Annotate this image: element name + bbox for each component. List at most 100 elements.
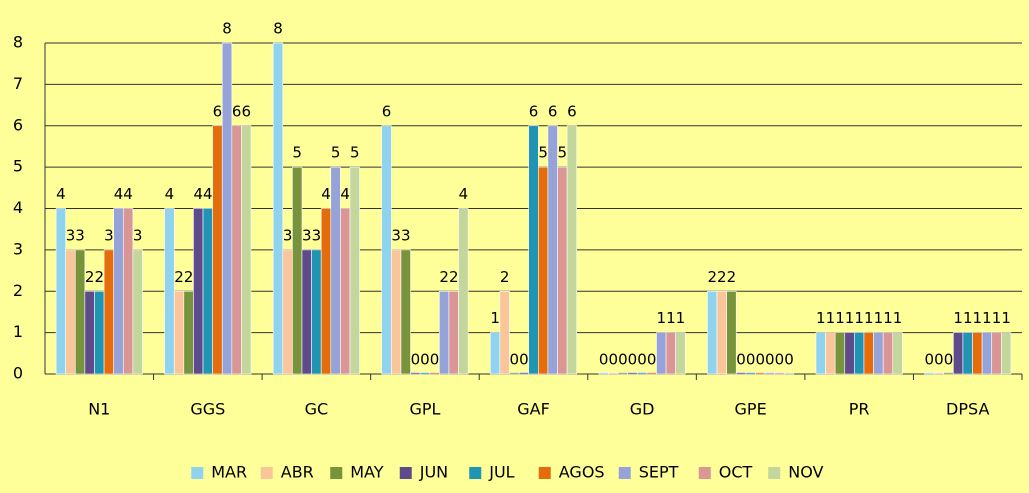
data-label: 3: [133, 226, 143, 244]
bar: [834, 332, 846, 375]
bar: [458, 208, 469, 375]
y-tick-label: 0: [13, 364, 23, 383]
data-label: 1: [826, 309, 836, 327]
bar: [122, 208, 134, 375]
data-label: 4: [56, 185, 66, 203]
legend-swatch: [618, 467, 631, 479]
bar: [598, 372, 609, 375]
data-label: 4: [203, 185, 213, 203]
bar: [84, 290, 95, 375]
y-tick-label: 6: [13, 115, 23, 134]
data-label: 1: [1001, 309, 1011, 327]
data-label: 5: [350, 144, 360, 162]
x-tick-label: GAF: [517, 400, 550, 419]
data-label: 0: [628, 351, 638, 369]
data-label: 1: [854, 309, 864, 327]
data-label: 0: [925, 351, 935, 369]
data-label: 1: [666, 309, 676, 327]
data-label: 1: [893, 309, 903, 327]
x-tick-label: PR: [849, 400, 870, 419]
data-label: 6: [382, 102, 392, 120]
bar: [65, 249, 76, 375]
data-label: 0: [510, 351, 520, 369]
legend-swatch: [330, 467, 343, 479]
data-label: 4: [340, 185, 350, 203]
legend-label: MAR: [211, 463, 247, 482]
legend-label: JUN: [419, 463, 448, 482]
bar: [349, 166, 360, 375]
data-label: 6: [241, 102, 251, 120]
x-tick-label: GPL: [409, 400, 440, 419]
bar: [608, 372, 619, 375]
data-label: 1: [963, 309, 973, 327]
data-label: 2: [95, 268, 105, 286]
legend-swatch: [469, 467, 482, 479]
bar: [882, 332, 894, 375]
bar: [707, 290, 718, 375]
bar: [924, 372, 935, 375]
data-label: 1: [835, 309, 845, 327]
bar: [815, 332, 826, 375]
bar: [844, 332, 855, 375]
data-label: 0: [944, 351, 954, 369]
x-tick-label: GPE: [735, 400, 767, 419]
bar: [755, 372, 766, 375]
data-label: 0: [618, 351, 628, 369]
data-label: 3: [66, 226, 76, 244]
legend-swatch: [768, 467, 781, 479]
legend-label: SEPT: [639, 463, 679, 482]
data-label: 4: [193, 185, 203, 203]
data-label: 3: [312, 226, 322, 244]
bar: [410, 372, 421, 375]
data-label: 0: [608, 351, 618, 369]
data-label: 0: [755, 351, 765, 369]
bar: [825, 332, 836, 375]
data-label: 1: [982, 309, 992, 327]
data-label: 2: [439, 268, 449, 286]
bar: [391, 249, 402, 375]
bar: [132, 249, 143, 375]
bar: [212, 125, 223, 375]
bar: [854, 332, 865, 375]
bar: [675, 332, 686, 375]
x-tick-label: GD: [630, 400, 655, 419]
data-label: 1: [874, 309, 884, 327]
bar: [419, 372, 431, 375]
legend-swatch: [399, 467, 412, 479]
data-label: 2: [174, 268, 184, 286]
legend-label: NOV: [788, 463, 823, 482]
bar: [656, 332, 667, 375]
bar: [537, 166, 549, 375]
data-label: 0: [746, 351, 756, 369]
bar: [566, 125, 577, 375]
bar: [439, 290, 450, 375]
bar: [646, 372, 657, 375]
x-tick-label: GC: [305, 400, 329, 419]
data-label: 1: [992, 309, 1002, 327]
y-tick-label: 4: [13, 198, 23, 217]
data-label: 5: [538, 144, 548, 162]
data-label: 2: [184, 268, 194, 286]
data-label: 2: [727, 268, 737, 286]
data-label: 4: [321, 185, 331, 203]
bar: [330, 166, 341, 375]
data-label: 6: [232, 102, 242, 120]
data-label: 0: [736, 351, 746, 369]
data-label: 0: [765, 351, 775, 369]
bar: [489, 332, 501, 375]
data-label: 1: [883, 309, 893, 327]
y-tick-label: 1: [13, 322, 23, 341]
data-label: 1: [490, 309, 500, 327]
x-tick-label: N1: [88, 400, 110, 419]
bar: [282, 249, 293, 375]
legend-label: ABR: [281, 463, 314, 482]
data-label: 2: [500, 268, 510, 286]
data-label: 2: [85, 268, 95, 286]
bar: [429, 372, 440, 375]
data-label: 1: [656, 309, 666, 327]
legend-label: JUL: [488, 463, 514, 482]
bar: [301, 249, 312, 375]
data-label: 4: [123, 185, 133, 203]
x-tick-label: DPSA: [946, 400, 989, 419]
